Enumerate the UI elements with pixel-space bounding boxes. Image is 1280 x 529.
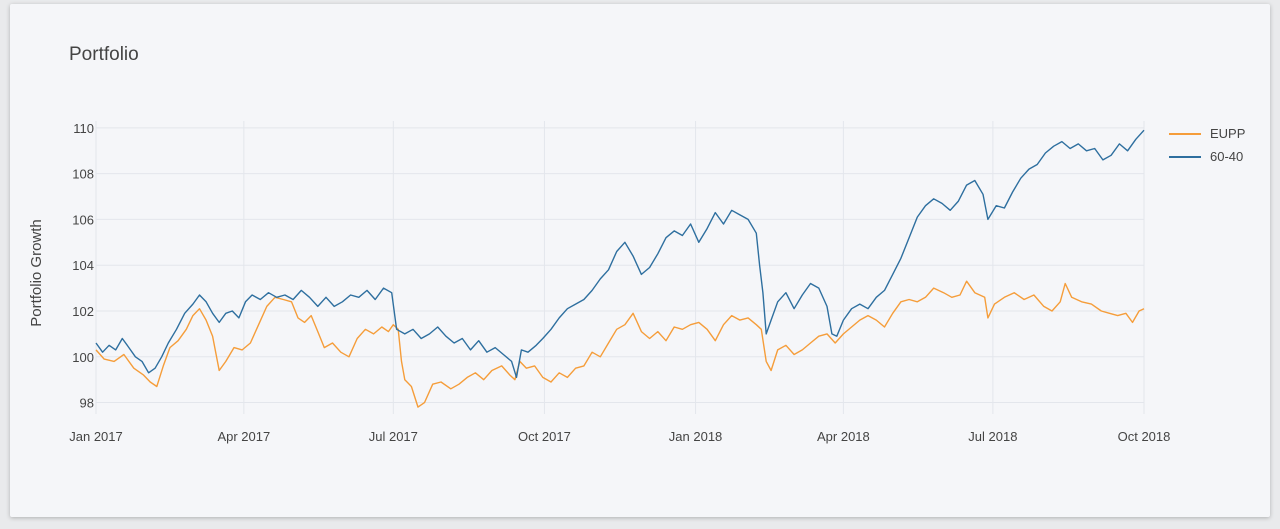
x-tick-label: Jan 2018 [669, 429, 723, 444]
legend-label: 60-40 [1210, 149, 1243, 164]
x-tick-label: Jul 2018 [968, 429, 1017, 444]
y-tick-labels: 98 100 102 104 106 108 110 [72, 121, 94, 411]
x-tick-label: Jul 2017 [369, 429, 418, 444]
grid [95, 121, 1145, 414]
chart-card [10, 4, 1270, 517]
x-tick-label: Oct 2017 [518, 429, 571, 444]
y-tick-label: 100 [72, 350, 94, 365]
y-tick-label: 106 [72, 212, 94, 227]
series-line-eupp [95, 280, 1145, 408]
x-tick-labels: Jan 2017 Apr 2017 Jul 2017 Oct 2017 Jan 2018… [69, 429, 1170, 444]
y-tick-label: 110 [73, 121, 94, 136]
chart-title: Portfolio [69, 44, 139, 65]
series-line-60-40 [95, 129, 1145, 379]
legend-label: EUPP [1210, 126, 1245, 141]
x-tick-label: Oct 2018 [1118, 429, 1171, 444]
y-tick-label: 108 [72, 167, 94, 182]
y-tick-label: 104 [72, 258, 94, 273]
x-tick-label: Jan 2017 [69, 429, 123, 444]
y-axis-title: Portfolio Growth [28, 219, 45, 327]
legend: EUPP 60-40 [1169, 126, 1245, 164]
y-tick-label: 102 [72, 304, 94, 319]
x-tick-label: Apr 2017 [217, 429, 270, 444]
x-tick-label: Apr 2018 [817, 429, 870, 444]
y-tick-label: 98 [80, 396, 94, 411]
series-lines [95, 129, 1145, 408]
